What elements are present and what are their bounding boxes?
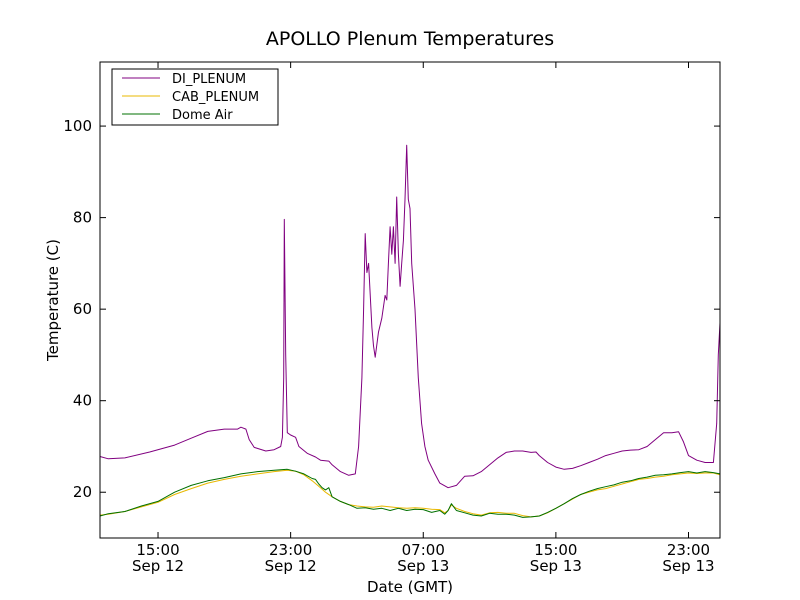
y-tick-label: 40 bbox=[73, 392, 92, 410]
x-tick-date-label: Sep 12 bbox=[132, 557, 184, 575]
series-line-di-plenum bbox=[99, 144, 721, 489]
y-tick-label: 80 bbox=[73, 209, 92, 227]
x-tick-time-label: 07:00 bbox=[402, 541, 445, 559]
legend-label: DI_PLENUM bbox=[172, 72, 246, 87]
y-tick-label: 100 bbox=[63, 117, 92, 135]
series-line-dome-air bbox=[99, 468, 721, 518]
x-tick-time-label: 15:00 bbox=[534, 541, 577, 559]
x-axis-label: Date (GMT) bbox=[367, 578, 453, 596]
x-tick-date-label: Sep 13 bbox=[662, 557, 714, 575]
legend: DI_PLENUM CAB_PLENUM Dome Air bbox=[111, 68, 279, 126]
x-tick-date-label: Sep 13 bbox=[397, 557, 449, 575]
y-axis: 20 40 60 80 100 bbox=[63, 117, 720, 501]
legend-label: Dome Air bbox=[172, 108, 233, 123]
y-tick-label: 60 bbox=[73, 300, 92, 318]
chart-title: APOLLO Plenum Temperatures bbox=[266, 28, 554, 50]
x-tick-date-label: Sep 13 bbox=[530, 557, 582, 575]
y-axis-label: Temperature (C) bbox=[44, 239, 62, 362]
series-layer bbox=[99, 144, 721, 518]
plot-frame bbox=[99, 61, 721, 539]
x-tick-time-label: 23:00 bbox=[667, 541, 710, 559]
x-tick-time-label: 23:00 bbox=[269, 541, 312, 559]
legend-label: CAB_PLENUM bbox=[172, 90, 259, 105]
y-tick-label: 20 bbox=[73, 483, 92, 501]
x-tick-time-label: 15:00 bbox=[136, 541, 179, 559]
x-tick-date-label: Sep 12 bbox=[265, 557, 317, 575]
